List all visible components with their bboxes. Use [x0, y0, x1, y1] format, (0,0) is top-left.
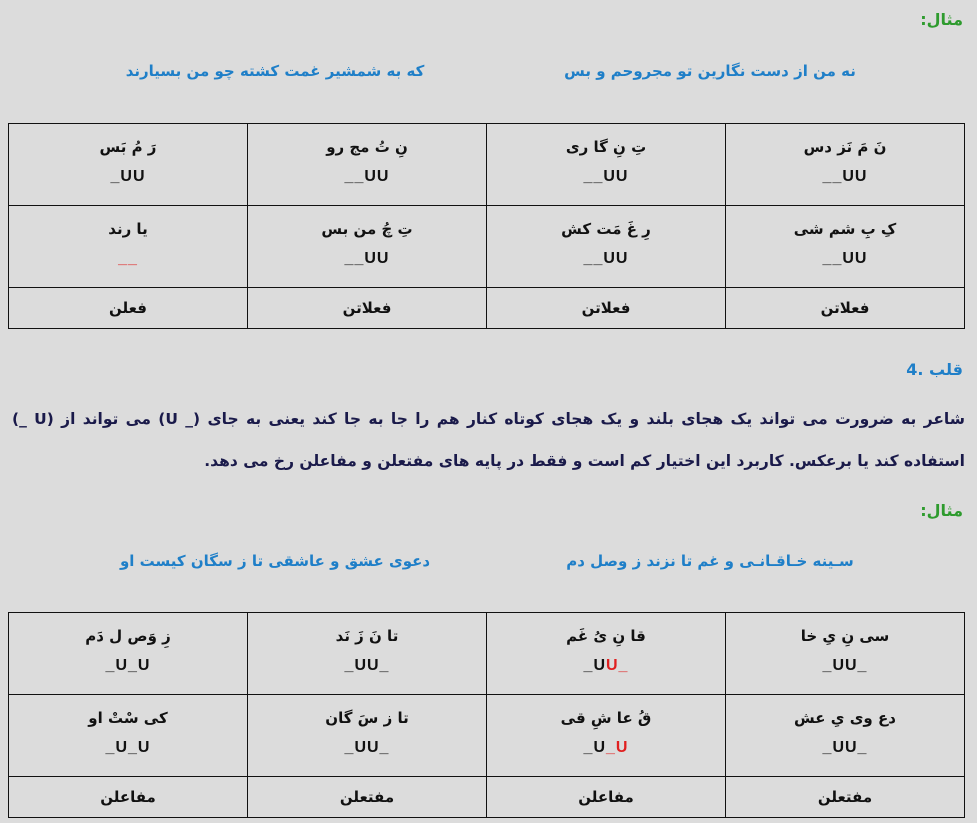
paragraph-line: شاعر به ضرورت می تواند یک هجای بلند و یک…	[12, 410, 965, 428]
meter-segment: __UU	[583, 168, 629, 185]
metrical-foot: فعلاتن	[486, 287, 726, 329]
syllables: یا رند	[108, 220, 148, 238]
meter-pattern: _U_U	[10, 733, 246, 763]
meter-segment: __UU	[344, 168, 390, 185]
scansion-cell: تِ چُ من بس __UU	[247, 205, 487, 288]
scansion-cell: تا ز سَ گان _UU_	[247, 694, 487, 777]
verse-first-hemistich: نه من از دست نگارین تو مجروحم و بس	[564, 62, 856, 80]
scansion-cell: کِ بِ شم شی __UU	[725, 205, 965, 288]
meter-segment: _U	[583, 739, 606, 756]
scansion-cell: یا رند __	[8, 205, 248, 288]
meter-pattern: _UU_	[488, 651, 724, 681]
metrical-foot: فعلن	[8, 287, 248, 329]
feet-row: فعلاتن فعلاتن فعلاتن فعلن	[8, 287, 965, 329]
syllables: زِ وَص ل دَم	[85, 627, 171, 645]
meter-segment: _U_U	[105, 739, 151, 756]
metrical-foot: مفاعلن	[486, 776, 726, 818]
meter-segment: U_	[606, 657, 629, 674]
meter-pattern: _UU_	[249, 651, 485, 681]
syllables: نَ مَ نَز دس	[803, 138, 887, 156]
meter-pattern: _UU_	[727, 733, 963, 763]
table-row: نَ مَ نَز دس __UU تِ نِ گا ری __UU نِ تُ مج …	[8, 123, 965, 206]
scansion-table-1: نَ مَ نَز دس __UU تِ نِ گا ری __UU نِ تُ مج …	[8, 123, 965, 329]
meter-segment: __UU	[344, 250, 390, 267]
meter-segment: _UU_	[344, 657, 390, 674]
table-row: کِ بِ شم شی __UU رِ غَ مَت کش __UU تِ چُ من …	[8, 205, 965, 288]
metrical-foot: فعلاتن	[247, 287, 487, 329]
syllables: کِ بِ شم شی	[793, 220, 897, 238]
meter-pattern: _UU_	[727, 651, 963, 681]
syllables: تا ز سَ گان	[325, 709, 409, 727]
paragraph-line: استفاده کند یا برعکس. کاربرد این اختیار …	[204, 452, 965, 470]
meter-segment: _UU_	[344, 739, 390, 756]
meter-segment: __UU	[822, 250, 868, 267]
meter-segment: __	[118, 250, 138, 267]
syllables: قُ عا شِ قی	[560, 709, 652, 727]
syllables: تا نَ زَ نَد	[335, 627, 399, 645]
meter-segment: __UU	[583, 250, 629, 267]
syllables: نِ تُ مج رو	[326, 138, 408, 156]
scansion-cell: کی سْتْ او _U_U	[8, 694, 248, 777]
scansion-table-2: سی نِ یِ خا _UU_ قا نِ یُ غَم _UU_ تا نَ زَ …	[8, 612, 965, 818]
meter-pattern: __	[10, 244, 246, 274]
meter-pattern: __UU	[727, 162, 963, 192]
scansion-cell: دع وی یِ عش _UU_	[725, 694, 965, 777]
meter-pattern: __UU	[249, 162, 485, 192]
syllables: سی نِ یِ خا	[800, 627, 890, 645]
scansion-cell: قُ عا شِ قی _U_U	[486, 694, 726, 777]
meter-pattern: _U_U	[10, 651, 246, 681]
scansion-cell: نَ مَ نَز دس __UU	[725, 123, 965, 206]
meter-pattern: _UU_	[249, 733, 485, 763]
verse-second-hemistich: دعوی عشق و عاشقی تا ز سگان کیست او	[119, 552, 431, 570]
verse-second-hemistich: که به شمشیر غمت کشته چو من بسیارند	[125, 62, 425, 80]
meter-segment: __UU	[822, 168, 868, 185]
verse-first-hemistich: سـینه خـاقـانـی و غم تا نزند ز وصل دم	[566, 552, 854, 570]
meter-segment: _UU_	[822, 657, 868, 674]
example-label: مثال:	[920, 10, 963, 29]
section-heading: 4. قلب	[906, 360, 963, 379]
meter-pattern: _U_U	[488, 733, 724, 763]
syllables: رِ غَ مَت کش	[561, 220, 651, 238]
meter-segment: _UU	[110, 168, 146, 185]
syllables: قا نِ یُ غَم	[566, 627, 646, 645]
syllables: رَ مُ بَس	[99, 138, 157, 156]
scansion-cell: نِ تُ مج رو __UU	[247, 123, 487, 206]
metrical-foot: فعلاتن	[725, 287, 965, 329]
syllables: تِ چُ من بس	[321, 220, 413, 238]
scansion-cell: قا نِ یُ غَم _UU_	[486, 612, 726, 695]
meter-segment: _U_U	[105, 657, 151, 674]
meter-pattern: __UU	[249, 244, 485, 274]
meter-segment: _U	[606, 739, 629, 756]
metrical-foot: مفتعلن	[247, 776, 487, 818]
meter-pattern: _UU	[10, 162, 246, 192]
meter-pattern: __UU	[488, 162, 724, 192]
meter-pattern: __UU	[488, 244, 724, 274]
meter-segment: _U	[583, 657, 606, 674]
table-row: دع وی یِ عش _UU_ قُ عا شِ قی _U_U تا ز سَ گا…	[8, 694, 965, 777]
feet-row: مفتعلن مفاعلن مفتعلن مفاعلن	[8, 776, 965, 818]
scansion-cell: زِ وَص ل دَم _U_U	[8, 612, 248, 695]
scansion-cell: رَ مُ بَس _UU	[8, 123, 248, 206]
metrical-foot: مفاعلن	[8, 776, 248, 818]
scansion-cell: سی نِ یِ خا _UU_	[725, 612, 965, 695]
metrical-foot: مفتعلن	[725, 776, 965, 818]
table-row: سی نِ یِ خا _UU_ قا نِ یُ غَم _UU_ تا نَ زَ …	[8, 612, 965, 695]
scansion-cell: رِ غَ مَت کش __UU	[486, 205, 726, 288]
syllables: دع وی یِ عش	[794, 709, 896, 727]
scansion-cell: تا نَ زَ نَد _UU_	[247, 612, 487, 695]
scansion-cell: تِ نِ گا ری __UU	[486, 123, 726, 206]
meter-segment: _UU_	[822, 739, 868, 756]
meter-pattern: __UU	[727, 244, 963, 274]
syllables: کی سْتْ او	[88, 709, 168, 727]
syllables: تِ نِ گا ری	[565, 138, 647, 156]
example-label: مثال:	[920, 501, 963, 520]
